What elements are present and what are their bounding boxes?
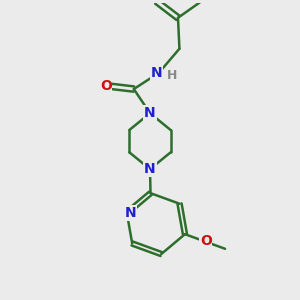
Text: N: N xyxy=(144,162,156,176)
Text: O: O xyxy=(200,234,212,248)
Text: N: N xyxy=(151,66,162,80)
Text: N: N xyxy=(124,206,136,220)
Text: N: N xyxy=(144,106,156,120)
Text: H: H xyxy=(167,69,177,82)
Text: O: O xyxy=(100,79,112,93)
